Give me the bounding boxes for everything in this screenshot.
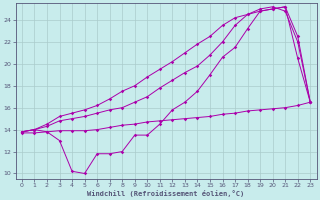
X-axis label: Windchill (Refroidissement éolien,°C): Windchill (Refroidissement éolien,°C) <box>87 190 245 197</box>
